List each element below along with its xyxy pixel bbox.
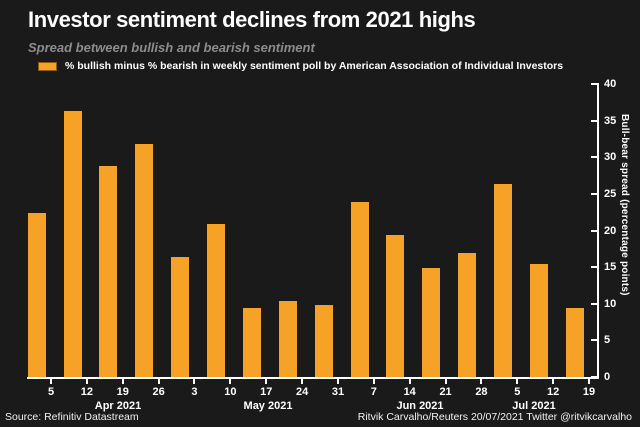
- bar: [529, 264, 548, 378]
- x-tick: [480, 379, 483, 384]
- y-tick: [591, 83, 599, 85]
- month-label: Jul 2021: [512, 400, 556, 412]
- x-tick-label: 12: [547, 386, 560, 398]
- month-label: Apr 2021: [94, 400, 142, 412]
- y-tick-label: 35: [604, 114, 617, 127]
- x-tick-label: 7: [370, 386, 377, 398]
- legend-label: % bullish minus % bearish in weekly sent…: [65, 60, 564, 72]
- x-tick: [121, 379, 124, 384]
- bar: [422, 268, 441, 378]
- chart-title: Investor sentiment declines from 2021 hi…: [28, 7, 476, 32]
- x-tick: [85, 379, 88, 384]
- x-tick: [301, 379, 304, 384]
- y-tick: [591, 119, 599, 122]
- x-tick: [552, 379, 555, 384]
- x-tick-label: 14: [403, 386, 416, 398]
- bar: [207, 224, 226, 378]
- x-tick: [229, 379, 232, 384]
- x-tick: [444, 379, 447, 384]
- y-tick-label: 30: [604, 151, 617, 164]
- y-tick: [591, 229, 599, 232]
- bar: [386, 235, 405, 378]
- month-label: Jun 2021: [396, 400, 444, 412]
- y-tick-label: 25: [604, 187, 617, 200]
- x-tick-label: 26: [152, 386, 165, 398]
- bar: [171, 257, 190, 378]
- x-tick: [193, 379, 196, 384]
- x-tick: [372, 379, 375, 384]
- x-tick: [265, 379, 268, 384]
- chart-subtitle: Spread between bullish and bearish senti…: [28, 40, 315, 55]
- y-tick-label: 0: [604, 371, 611, 383]
- bar: [135, 143, 154, 378]
- legend-swatch-icon: [38, 61, 57, 71]
- bar: [99, 165, 118, 378]
- y-axis-title: Bull-bear spread (percentage points): [619, 114, 630, 296]
- bar: [350, 202, 369, 378]
- x-tick: [157, 379, 160, 384]
- x-tick-label: 17: [260, 386, 273, 398]
- x-tick-label: 5: [47, 386, 55, 398]
- x-tick-label: 19: [116, 386, 129, 398]
- x-tick: [336, 379, 339, 384]
- y-tick: [591, 339, 599, 342]
- y-tick-label: 5: [604, 334, 611, 347]
- legend: % bullish minus % bearish in weekly sent…: [38, 58, 563, 74]
- x-tick-label: 28: [475, 386, 488, 398]
- x-tick-label: 31: [331, 386, 345, 398]
- bar: [458, 253, 477, 378]
- bar: [314, 304, 333, 378]
- y-tick-label: 20: [604, 224, 617, 237]
- bar: [278, 301, 297, 378]
- x-tick: [408, 379, 411, 384]
- x-tick: [516, 379, 519, 384]
- x-tick-label: 24: [295, 386, 309, 398]
- y-tick: [591, 266, 599, 269]
- y-tick-label: 40: [604, 78, 617, 90]
- y-tick: [591, 302, 599, 305]
- x-tick-label: 5: [514, 386, 521, 398]
- x-tick: [50, 379, 52, 384]
- x-tick-label: 3: [191, 386, 198, 398]
- y-tick-label: 10: [604, 297, 617, 310]
- y-tick-label: 15: [604, 261, 617, 274]
- y-axis-line: [597, 84, 599, 379]
- bar: [565, 308, 584, 378]
- bar: [63, 110, 82, 378]
- y-tick: [591, 156, 599, 159]
- source-note: Source: Refinitiv Datastream: [5, 411, 139, 423]
- bar: [27, 213, 46, 378]
- x-tick: [588, 379, 591, 384]
- y-tick: [591, 192, 599, 195]
- x-tick-label: 12: [80, 386, 93, 398]
- month-label: May 2021: [243, 400, 293, 412]
- x-tick-label: 10: [224, 386, 237, 398]
- bar: [242, 308, 261, 378]
- x-tick-label: 19: [582, 386, 596, 398]
- x-axis-line: [27, 377, 599, 379]
- y-tick: [591, 376, 599, 378]
- credit-note: Ritvik Carvalho/Reuters 20/07/2021 Twitt…: [357, 411, 632, 423]
- bar: [494, 183, 512, 378]
- x-tick-label: 21: [439, 386, 452, 398]
